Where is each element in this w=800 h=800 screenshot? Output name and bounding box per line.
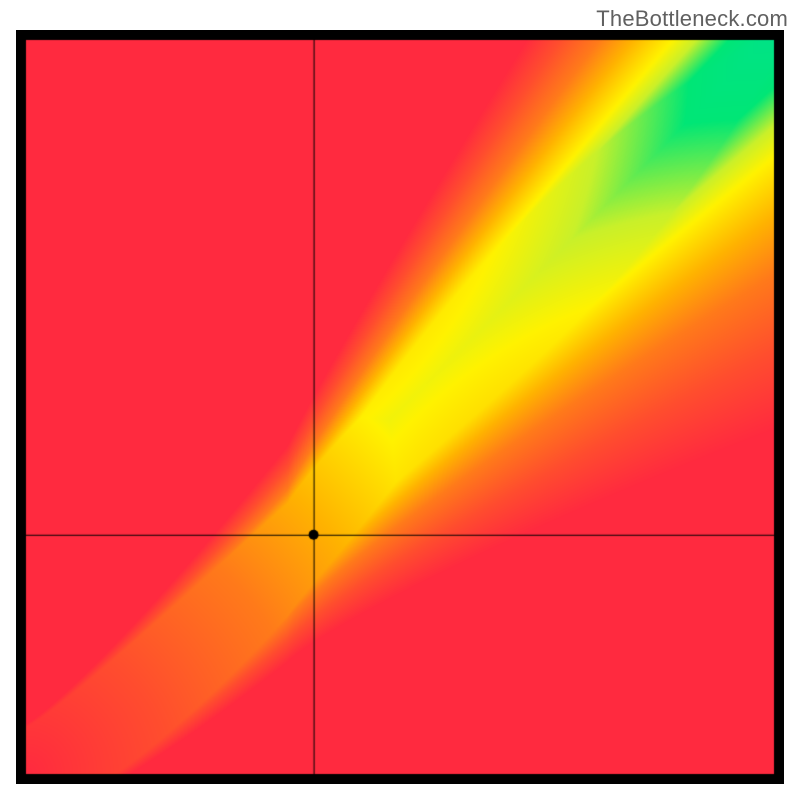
bottleneck-heatmap [16,30,784,784]
heatmap-canvas [16,30,784,784]
watermark-text: TheBottleneck.com [596,6,788,32]
